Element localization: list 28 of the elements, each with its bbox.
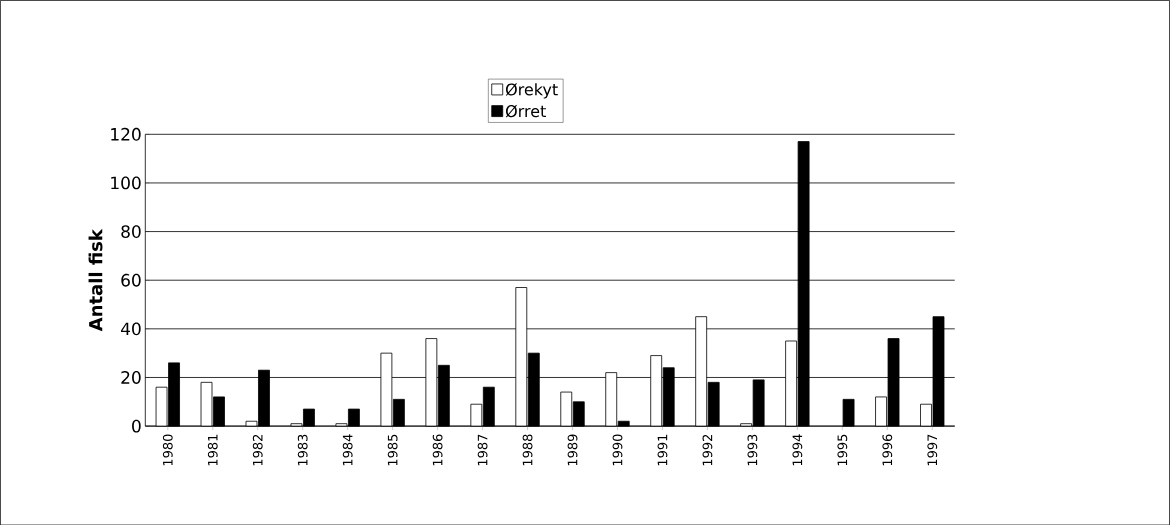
y-axis-title: Antall fisk (88, 228, 103, 331)
x-tick-label: 1989 (567, 434, 578, 466)
x-tick-label: 1990 (612, 434, 623, 466)
legend-label: Ørekyt (505, 82, 558, 99)
y-tick-label: 0 (132, 419, 141, 433)
x-tick-label: 1995 (837, 434, 848, 466)
x-tick-label: 1991 (657, 434, 668, 466)
x-tick-label: 1996 (882, 434, 893, 466)
x-tick-label: 1982 (252, 434, 263, 466)
x-tick-label: 1986 (432, 434, 443, 466)
x-tick-label: 1980 (162, 434, 173, 466)
y-tick-label: 40 (120, 322, 141, 336)
x-tick-label: 1985 (387, 434, 398, 466)
x-tick-label: 1988 (522, 434, 533, 466)
x-tick-label: 1983 (297, 434, 308, 466)
x-tick-label: 1993 (747, 434, 758, 466)
y-tick-label: 100 (111, 176, 141, 190)
x-tick-label: 1984 (342, 434, 353, 466)
legend-label: Ørret (505, 104, 546, 118)
y-tick-label: 20 (121, 370, 141, 384)
x-tick-label: 1981 (207, 434, 218, 466)
y-tick-label: 60 (121, 273, 141, 287)
x-tick-label: 1994 (792, 434, 803, 466)
y-tick-label: 120 (111, 127, 141, 141)
x-tick-label: 1992 (702, 434, 713, 466)
x-tick-label: 1997 (927, 434, 938, 466)
y-tick-label: 80 (121, 224, 141, 238)
x-tick-label: 1987 (477, 434, 488, 466)
